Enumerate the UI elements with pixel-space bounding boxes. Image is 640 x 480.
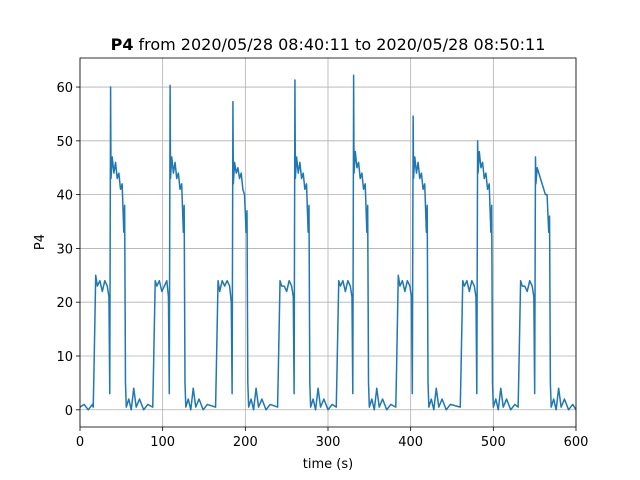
x-tick-label: 300 xyxy=(316,435,341,450)
chart-title: P4 from 2020/05/28 08:40:11 to 2020/05/28… xyxy=(111,35,546,54)
x-tick-label: 100 xyxy=(150,435,175,450)
y-tick-label: 20 xyxy=(56,296,73,311)
x-tick-label: 400 xyxy=(398,435,423,450)
x-tick-label: 200 xyxy=(233,435,258,450)
data-line xyxy=(79,74,577,411)
x-tick-label: 500 xyxy=(481,435,506,450)
x-tick-label: 0 xyxy=(76,435,84,450)
y-axis-label: P4 xyxy=(33,234,48,250)
title-rest: from 2020/05/28 08:40:11 to 2020/05/28 0… xyxy=(138,35,545,54)
y-tick-label: 40 xyxy=(56,189,73,204)
y-tick-label: 30 xyxy=(56,242,73,257)
x-tick-label: 600 xyxy=(564,435,589,450)
title-bold: P4 xyxy=(111,35,134,54)
y-tick-label: 10 xyxy=(56,350,73,365)
plot-frame xyxy=(79,57,577,428)
y-tick-label: 0 xyxy=(65,404,73,419)
y-tick-label: 50 xyxy=(56,135,73,150)
x-axis-label: time (s) xyxy=(303,457,353,472)
y-tick-label: 60 xyxy=(56,81,73,96)
